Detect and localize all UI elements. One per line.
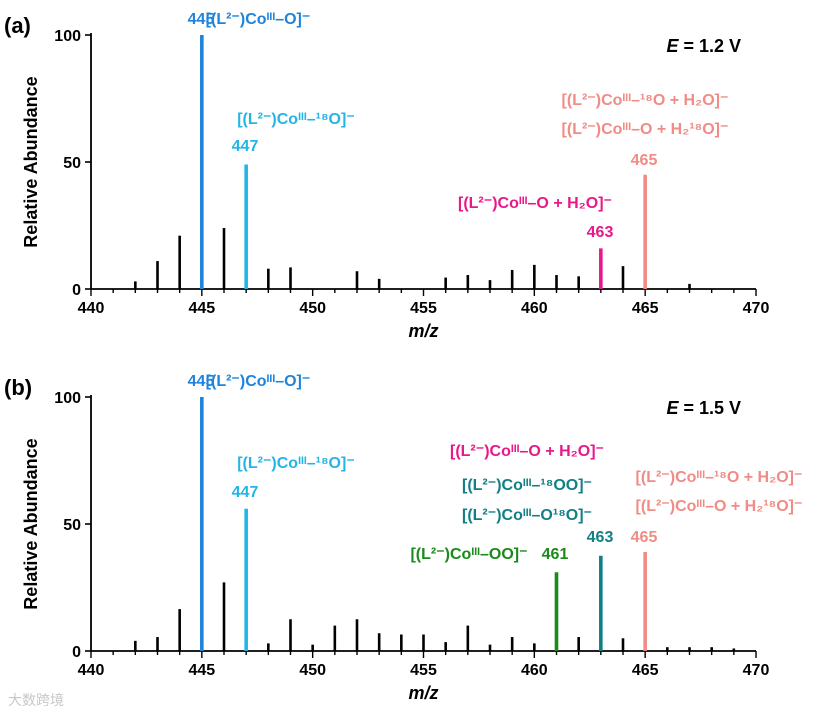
condition-variable: E	[666, 36, 683, 56]
y-tick-label: 0	[72, 282, 81, 299]
peak-assignment-461: [(L²⁻)Coᴵᴵᴵ–OO]⁻	[410, 546, 527, 563]
peak-number-461: 461	[542, 546, 569, 563]
condition-variable: E	[666, 398, 683, 418]
peak-assignment-447: [(L²⁻)Coᴵᴵᴵ–¹⁸O]⁻	[237, 111, 355, 128]
condition-label: E = 1.5 V	[666, 398, 741, 418]
peak-number-447: 447	[232, 484, 259, 501]
y-tick-label: 100	[54, 28, 81, 45]
x-axis-label: m/z	[408, 683, 438, 703]
peak-number-465: 465	[631, 152, 658, 169]
x-tick-label: 445	[188, 662, 215, 679]
x-tick-label: 445	[188, 300, 215, 317]
panel-label: (b)	[4, 375, 32, 400]
x-tick-label: 455	[410, 662, 437, 679]
peak-assignment-463-extra: [(L²⁻)Coᴵᴵᴵ–O + H₂O]⁻	[450, 443, 604, 460]
y-tick-label: 50	[63, 155, 81, 172]
y-tick-label: 50	[63, 517, 81, 534]
peak-assignment-465-alt: [(L²⁻)Coᴵᴵᴵ–O + H₂¹⁸O]⁻	[562, 121, 729, 138]
peak-number-463: 463	[587, 224, 614, 241]
peak-assignment-463: [(L²⁻)Coᴵᴵᴵ–¹⁸OO]⁻	[462, 477, 592, 494]
peak-number-445: 445	[188, 11, 215, 28]
peak-number-447: 447	[232, 138, 259, 155]
y-axis-label: Relative Abundance	[21, 438, 41, 609]
x-tick-label: 465	[632, 300, 659, 317]
x-tick-label: 460	[521, 300, 548, 317]
x-tick-label: 470	[743, 662, 770, 679]
panel-a: 0 50 100 440 445 450 455 460 465 470 m/z Relative A…	[4, 11, 769, 341]
x-tick-label: 440	[78, 662, 105, 679]
peak-assignment-465: [(L²⁻)Coᴵᴵᴵ–¹⁸O + H₂O]⁻	[636, 469, 803, 486]
peak-assignment-463: [(L²⁻)Coᴵᴵᴵ–O + H₂O]⁻	[458, 195, 612, 212]
x-tick-label: 450	[299, 662, 326, 679]
y-tick-label: 0	[72, 644, 81, 661]
peak-number-465: 465	[631, 529, 658, 546]
peak-number-445: 445	[188, 373, 215, 390]
peak-assignment-445: [(L²⁻)Coᴵᴵᴵ–O]⁻	[206, 373, 311, 390]
y-tick-label: 100	[54, 390, 81, 407]
x-tick-label: 470	[743, 300, 770, 317]
peak-assignment-445: [(L²⁻)Coᴵᴵᴵ–O]⁻	[206, 11, 311, 28]
peak-number-463: 463	[587, 529, 614, 546]
peak-assignment-447: [(L²⁻)Coᴵᴵᴵ–¹⁸O]⁻	[237, 455, 355, 472]
y-axis-label: Relative Abundance	[21, 76, 41, 247]
peak-assignment-463-alt: [(L²⁻)Coᴵᴵᴵ–O¹⁸O]⁻	[462, 507, 592, 524]
condition-value: = 1.2 V	[683, 36, 741, 56]
watermark-text: 大数跨境	[8, 693, 64, 709]
peak-assignment-465: [(L²⁻)Coᴵᴵᴵ–¹⁸O + H₂O]⁻	[562, 92, 729, 109]
condition-label: E = 1.2 V	[666, 36, 741, 56]
x-tick-label: 440	[78, 300, 105, 317]
panel-b: 0 50 100 440 445 450 455 460 465 470 m/z Relative A…	[4, 373, 802, 703]
peak-assignment-465-alt: [(L²⁻)Coᴵᴵᴵ–O + H₂¹⁸O]⁻	[636, 498, 803, 515]
x-tick-label: 460	[521, 662, 548, 679]
x-tick-label: 455	[410, 300, 437, 317]
condition-value: = 1.5 V	[683, 398, 741, 418]
x-tick-label: 450	[299, 300, 326, 317]
x-axis-label: m/z	[408, 321, 438, 341]
panel-label: (a)	[4, 13, 31, 38]
x-tick-label: 465	[632, 662, 659, 679]
